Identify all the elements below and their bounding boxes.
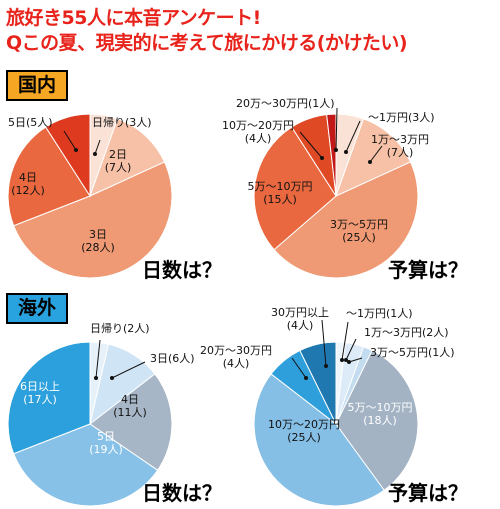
- leader-line: [341, 321, 349, 361]
- leader-line: [335, 107, 338, 151]
- leader-dot: [344, 358, 348, 362]
- pie-overseas-days: 日帰り(2人) 3日(6人) 4日(11人) 5日(19人) 6日以上(17人): [7, 322, 195, 507]
- slice-label: 5万～10万円(15人): [248, 180, 313, 206]
- question-overseas-days: 日数は？: [142, 481, 222, 505]
- pie-outline: [7, 341, 173, 507]
- question-domestic-days: 日数は？: [142, 258, 222, 282]
- slice-label: 10万～20万円(4人): [222, 119, 294, 145]
- leader-dot: [347, 360, 351, 364]
- leader-dot: [344, 150, 348, 154]
- pie-overseas-budget: ～1万円(1人) 1万～3万円(2人) 3万～5万円(1人) 5万～10万円(18人)…: [200, 306, 455, 507]
- leader-line: [321, 319, 327, 367]
- leader-line: [369, 145, 383, 163]
- section-badge-overseas: 海外: [6, 293, 68, 324]
- pie-outline: [7, 113, 173, 279]
- leader-dot: [93, 152, 97, 156]
- slice-label: 5日(5人): [8, 116, 53, 129]
- slice-label: 5日(19人): [89, 430, 123, 456]
- leader-dot: [368, 160, 372, 164]
- leader-line: [348, 357, 363, 363]
- slice-label: 日帰り(3人): [92, 116, 152, 129]
- slice-label: 1万～3万円(7人): [371, 133, 429, 159]
- slice-label: 10万～20万円(25人): [268, 418, 340, 444]
- slice-label: 3日(28人): [81, 228, 115, 254]
- leader-dot: [320, 156, 324, 160]
- slice-label: 6日以上(17人): [20, 380, 60, 406]
- pie-outline: [253, 341, 419, 507]
- leader-line: [299, 131, 323, 159]
- slice-label: 20万～30万円(1人): [236, 97, 335, 110]
- title-line-1: 旅好き55人に本音アンケート!: [6, 7, 261, 29]
- slice-label: 4日(11人): [113, 393, 147, 419]
- leader-line: [63, 130, 77, 151]
- slice-label: 20万～30万円(4人): [200, 344, 272, 370]
- slice-label: 日帰り(2人): [90, 322, 150, 335]
- slice-label: 4日(12人): [11, 171, 45, 197]
- pie-outline: [253, 113, 419, 279]
- leader-line: [111, 361, 146, 379]
- leader-dot: [74, 148, 78, 152]
- title-line-2: Qこの夏、現実的に考えて旅にかける(かけたい): [6, 32, 408, 54]
- leader-line: [291, 357, 307, 379]
- section-badge-domestic: 国内: [6, 70, 68, 101]
- leader-line: [345, 338, 357, 361]
- question-domestic-budget: 予算は？: [388, 258, 468, 282]
- question-overseas-budget: 予算は？: [388, 481, 468, 505]
- leader-dot: [324, 364, 328, 368]
- slice-label: ～1万円(1人): [346, 307, 413, 320]
- slice-label: 3日(6人): [150, 352, 195, 365]
- leader-dot: [340, 358, 344, 362]
- slice-label: 2日(7人): [105, 148, 132, 174]
- leader-line: [95, 339, 101, 379]
- leader-line: [345, 120, 361, 153]
- leader-line: [94, 139, 101, 155]
- leader-dot: [334, 148, 338, 152]
- leader-dot: [304, 376, 308, 380]
- leader-dot: [110, 376, 114, 380]
- slice-label: 3万～5万円(25人): [330, 218, 388, 244]
- slice-label: 30万円以上(4人): [271, 306, 329, 332]
- pie-domestic-budget: ～1万円(3人) 1万～3万円(7人) 3万～5万円(25人) 5万～10万円(15人…: [222, 97, 435, 279]
- leader-dot: [94, 376, 98, 380]
- slice-label: ～1万円(3人): [368, 111, 435, 124]
- slice-label: 5万～10万円(18人): [348, 401, 413, 427]
- slice-label: 3万～5万円(1人): [370, 346, 455, 359]
- slice-label: 1万～3万円(2人): [364, 326, 449, 339]
- pie-domestic-days: 日帰り(3人) 2日(7人) 3日(28人) 4日(12人) 5日(5人): [7, 113, 173, 279]
